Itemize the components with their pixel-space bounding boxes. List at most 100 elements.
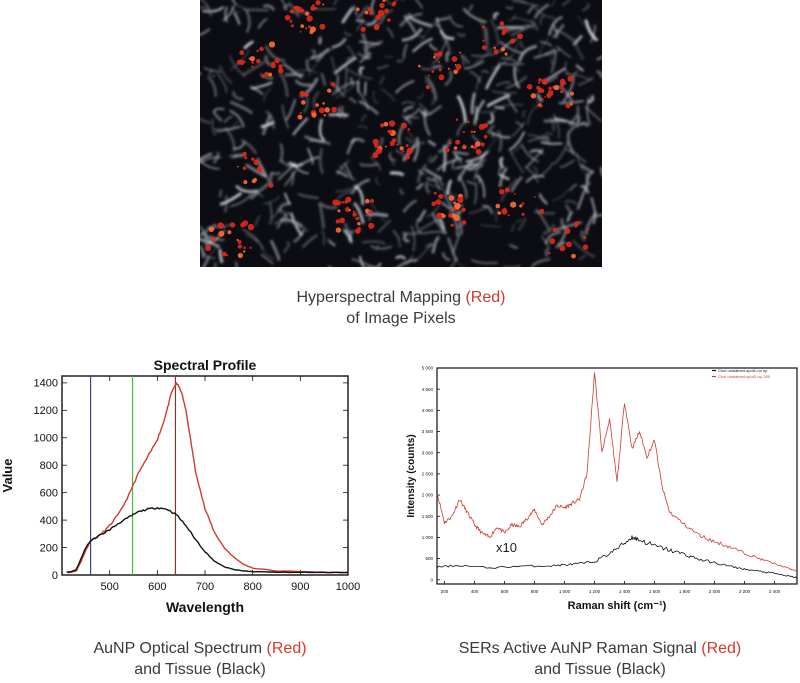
tissue-fiber [439, 29, 455, 40]
tissue-fiber [540, 134, 550, 142]
red-pixel [498, 184, 501, 187]
tissue-fiber [230, 50, 250, 71]
tissue-fiber [297, 192, 319, 199]
red-pixel [559, 245, 566, 252]
tissue-fiber [303, 96, 309, 113]
tissue-fiber [282, 210, 305, 229]
red-pixel [315, 103, 319, 107]
tissue-fiber [402, 43, 408, 59]
tissue-fiber [451, 195, 456, 203]
tissue-fiber [576, 184, 588, 210]
tissue-fiber [466, 164, 484, 171]
tissue-fiber [416, 92, 424, 99]
tissue-fiber [553, 141, 569, 166]
tissue-fiber [524, 166, 539, 183]
tissue-fiber [376, 64, 390, 70]
tissue-fiber [358, 66, 365, 75]
tissue-fiber [245, 163, 266, 178]
tissue-fiber [424, 80, 435, 94]
red-pixel [455, 118, 459, 121]
red-pixel [304, 27, 308, 30]
tissue-fiber [499, 167, 508, 187]
red-pixel [501, 208, 508, 215]
tissue-fiber [419, 109, 428, 116]
red-pixel [263, 171, 266, 174]
tissue-fiber [343, 163, 352, 180]
red-pixel [431, 70, 435, 73]
tissue-fiber [456, 121, 468, 136]
tissue-fiber [402, 199, 417, 213]
tissue-fiber [218, 248, 224, 264]
red-pixel [392, 1, 397, 5]
red-pixel [259, 46, 264, 52]
tissue-fiber [565, 148, 587, 163]
x-tick-label: 1000 [336, 581, 360, 593]
raman-chart: Intensity (counts) Raman shift (cm⁻¹) x1… [406, 366, 798, 612]
tissue-fiber [389, 154, 397, 161]
y-tick-label: 1000 [34, 433, 58, 445]
red-pixel [483, 135, 488, 139]
tissue-fiber [301, 234, 318, 249]
red-pixel [538, 78, 542, 82]
tissue-fiber [466, 180, 477, 185]
red-pixel [315, 7, 317, 9]
red-pixel [341, 201, 345, 204]
y-tick-label: 2 000 [422, 493, 434, 498]
tissue-fiber [405, 136, 412, 144]
tissue-fiber [505, 75, 528, 89]
tissue-fiber [442, 37, 451, 56]
red-pixel [230, 222, 236, 228]
x-tick-label: 200 [441, 589, 449, 594]
tissue-fiber [318, 36, 323, 45]
tissue-fiber [218, 65, 233, 85]
red-pixel [237, 244, 243, 249]
tissue-fiber [538, 193, 548, 205]
tissue-fiber [563, 199, 578, 205]
tissue-fiber [386, 26, 394, 38]
tissue-fiber [305, 58, 311, 72]
tissue-fiber [515, 218, 523, 223]
tissue-fiber [494, 106, 505, 110]
tissue-fiber [200, 223, 218, 238]
tissue-fiber [490, 18, 499, 46]
red-pixel [437, 51, 443, 57]
tissue-fiber [341, 6, 355, 24]
tissue-fiber [343, 222, 351, 243]
red-pixel [433, 56, 436, 59]
tissue-fiber [212, 110, 223, 122]
tissue-fiber [525, 148, 544, 169]
red-pixel [405, 144, 409, 148]
red-pixel [268, 41, 276, 48]
red-pixel [237, 252, 243, 259]
red-pixel [510, 201, 517, 208]
x-tick-label: 600 [148, 581, 166, 593]
tissue-fiber [249, 180, 273, 201]
red-pixel [335, 219, 340, 224]
tissue-fiber [281, 104, 289, 129]
tissue-fiber [467, 4, 474, 12]
tissue-fiber [320, 72, 327, 86]
tissue-fiber [497, 62, 525, 65]
red-pixel [253, 159, 260, 166]
red-pixel [513, 193, 516, 195]
red-pixel [438, 61, 441, 64]
tissue-fiber [495, 206, 499, 223]
red-pixel [470, 145, 474, 149]
tissue-fiber [337, 107, 342, 118]
tissue-fiber [552, 23, 559, 39]
red-pixel [335, 227, 342, 233]
tissue-fiber [350, 178, 371, 195]
x-tick-label: 1 200 [589, 589, 601, 594]
y-tick-label: 4 000 [422, 408, 434, 413]
red-pixel [521, 212, 525, 216]
tissue-fiber [465, 150, 489, 163]
tissue-fiber [396, 59, 404, 63]
red-pixel [256, 58, 261, 64]
tissue-fiber [586, 97, 591, 126]
red-pixel [536, 85, 541, 90]
tissue-fiber [462, 7, 487, 24]
tissue-fiber [587, 94, 595, 104]
tissue-fiber [333, 0, 338, 6]
red-pixel [352, 210, 355, 213]
red-pixel [473, 145, 478, 150]
